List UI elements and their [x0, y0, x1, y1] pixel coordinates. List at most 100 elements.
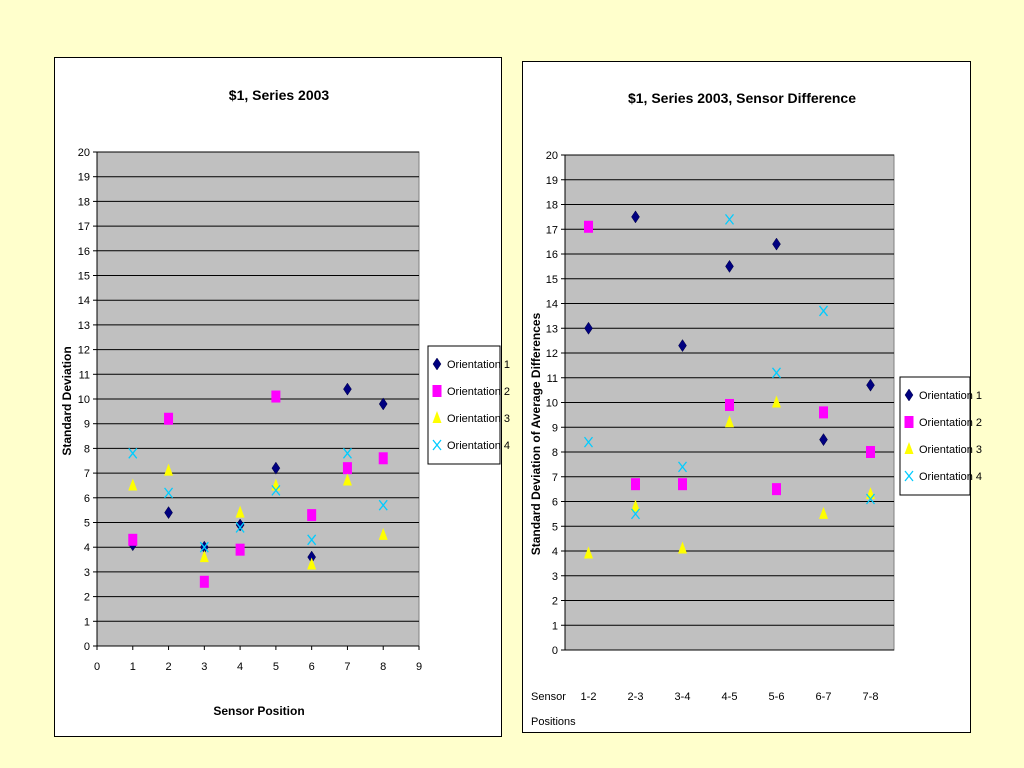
y-tick-label: 6	[84, 493, 90, 505]
legend-marker-orientation-2	[904, 416, 914, 428]
legend-marker-orientation-4	[432, 439, 442, 451]
y-tick-label: 1	[84, 616, 90, 628]
y-tick-label: 17	[546, 224, 558, 236]
y-tick-label: 8	[552, 447, 558, 459]
y-tick-label: 12	[78, 345, 90, 357]
data-point	[378, 452, 388, 465]
y-tick-label: 13	[78, 320, 90, 332]
data-point	[584, 546, 593, 559]
y-tick-label: 15	[546, 274, 558, 286]
data-point	[866, 378, 875, 392]
legend-label: Orientation 1	[919, 390, 982, 402]
data-point	[235, 543, 245, 556]
chart-title: $1, Series 2003	[229, 87, 330, 103]
y-axis-label: Standard Deviation of Average Difference…	[529, 312, 543, 555]
chart-sensor-difference: $1, Series 2003, Sensor Difference 01234…	[529, 90, 982, 728]
data-point	[164, 412, 174, 425]
x-tick-label: 7	[344, 661, 350, 673]
series-orientation-1	[584, 210, 875, 447]
legend-label: Orientation 3	[447, 413, 510, 425]
x-tick-label: 1	[130, 661, 136, 673]
data-point	[865, 493, 876, 505]
data-point	[771, 367, 782, 379]
legend: Orientation 1 Orientation 2 Orientation 3 O…	[899, 376, 982, 496]
data-point	[164, 487, 174, 499]
y-tick-label: 2	[552, 596, 558, 608]
y-tick-label: 10	[78, 394, 90, 406]
y-tick-label: 17	[78, 221, 90, 233]
x-tick-label: 8	[380, 661, 386, 673]
data-point	[725, 259, 734, 273]
data-point	[235, 522, 245, 533]
data-point	[164, 463, 174, 476]
y-tick-label: 5	[552, 521, 558, 533]
legend-label: Orientation 2	[919, 417, 982, 429]
series-orientation-2	[584, 220, 875, 496]
y-tick-label: 14	[546, 299, 558, 311]
data-point	[342, 473, 352, 486]
x-tick-label: 2-3	[628, 691, 644, 703]
data-point	[271, 390, 281, 403]
series-orientation-2	[128, 390, 388, 588]
data-point	[678, 541, 687, 554]
y-tick-label: 4	[552, 546, 558, 558]
data-point	[819, 433, 828, 447]
y-tick-label: 6	[552, 497, 558, 509]
x-tick-label: 4	[237, 661, 243, 673]
data-point	[128, 478, 138, 491]
y-tick-label: 14	[78, 295, 90, 307]
data-point	[271, 461, 281, 475]
y-axis-label: Standard Deviation	[60, 346, 74, 455]
x-tick-label: 9	[416, 661, 422, 673]
series-orientation-4	[583, 213, 876, 520]
data-point	[725, 415, 734, 428]
data-point	[819, 506, 828, 519]
y-tick-label: 4	[84, 542, 90, 554]
y-tick-label: 2	[84, 592, 90, 604]
data-point	[584, 321, 593, 335]
x-tick-label: 2	[165, 661, 171, 673]
y-tick-label: 20	[78, 147, 90, 159]
x-tick-label: 6-7	[816, 691, 832, 703]
x-tick-label: 5-6	[769, 691, 785, 703]
data-point	[199, 575, 209, 588]
data-point	[342, 462, 352, 475]
x-tick-label: 3	[201, 661, 207, 673]
data-point	[199, 550, 209, 563]
y-tick-label: 8	[84, 443, 90, 455]
legend-marker-orientation-1	[432, 357, 442, 371]
series-orientation-3	[128, 463, 388, 570]
x-tick-label: 1-2	[581, 691, 597, 703]
legend-marker-orientation-3	[432, 411, 442, 423]
legend-marker-orientation-2	[432, 385, 442, 397]
y-tick-label: 16	[78, 246, 90, 258]
y-tick-label: 19	[78, 172, 90, 184]
y-tick-label: 1	[552, 620, 558, 632]
y-tick-label: 12	[546, 348, 558, 360]
data-point	[630, 508, 641, 520]
legend-label: Orientation 2	[447, 386, 510, 398]
y-tick-label: 19	[546, 175, 558, 187]
data-point	[235, 505, 245, 518]
data-point	[678, 339, 687, 353]
x-tick-label: 4-5	[722, 691, 738, 703]
data-point	[772, 395, 781, 408]
data-point	[866, 446, 875, 458]
x-tick-label: 3-4	[675, 691, 691, 703]
y-tick-label: 7	[552, 472, 558, 484]
data-point	[583, 436, 594, 448]
y-tick-label: 10	[546, 398, 558, 410]
x-tick-label: 5	[273, 661, 279, 673]
data-point	[818, 305, 829, 317]
y-tick-label: 0	[552, 645, 558, 657]
y-tick-label: 18	[78, 196, 90, 208]
y-tick-label: 9	[552, 422, 558, 434]
data-point	[378, 499, 388, 511]
x-tick-label: 7-8	[863, 691, 879, 703]
data-point	[307, 557, 317, 570]
data-point	[307, 534, 317, 546]
x-tick-label: 0	[94, 661, 100, 673]
data-point	[772, 483, 781, 496]
data-point	[677, 461, 688, 473]
